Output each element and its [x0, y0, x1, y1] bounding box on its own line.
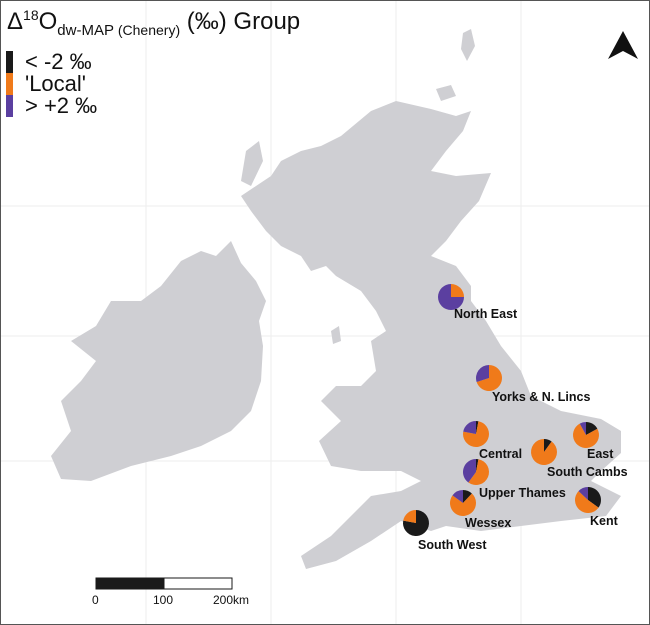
pie-central — [462, 421, 489, 448]
pie-slice-high — [463, 459, 476, 483]
pie-east — [573, 422, 599, 448]
legend-swatch — [6, 73, 13, 95]
shetland — [461, 29, 475, 61]
pie-slice-low — [476, 459, 479, 472]
region-label: Wessex — [465, 516, 512, 530]
pie-slice-local — [450, 493, 476, 517]
pie-slice-low — [544, 439, 552, 452]
pie-slice-local — [468, 459, 490, 485]
pie-slice-local — [531, 439, 558, 466]
pie-slice-high — [476, 365, 489, 383]
pie-slice-high — [452, 490, 463, 503]
pie-slice-local — [574, 491, 599, 514]
pie-slice-local — [403, 510, 416, 523]
legend-label: 'Local' — [25, 71, 86, 96]
region-label: Yorks & N. Lincs — [492, 390, 591, 404]
pie-slice-low — [476, 421, 479, 434]
legend-item-low: < -2 ‰ — [6, 49, 97, 74]
legend-label: > +2 ‰ — [25, 93, 98, 118]
great-britain — [241, 101, 621, 569]
region-label: South West — [418, 538, 487, 552]
pie-slice-high — [463, 421, 476, 434]
pie-slice-low — [588, 487, 601, 508]
landmass — [51, 29, 621, 569]
pie-slice-local — [451, 284, 464, 297]
region-label: North East — [454, 307, 518, 321]
scale-label: 100 — [153, 593, 174, 607]
north-arrow-icon — [608, 31, 638, 59]
legend-label: < -2 ‰ — [25, 49, 92, 74]
pie-upper-thames — [463, 459, 490, 485]
pie-south-west — [402, 510, 430, 536]
region-label: Upper Thames — [479, 486, 566, 500]
legend-swatch — [6, 51, 13, 73]
legend-title: Δ18Odw-MAP (Chenery) (‰) Group — [7, 7, 301, 39]
scale-label: 0 — [92, 593, 99, 607]
pie-slice-local — [476, 365, 502, 392]
scale-bar — [95, 577, 233, 590]
pie-kent — [574, 487, 601, 514]
pie-slice-high — [579, 422, 586, 435]
legend: < -2 ‰ 'Local' > +2 ‰ — [6, 49, 98, 118]
isle-of-man — [331, 326, 341, 344]
pie-north-east — [438, 284, 464, 310]
pie-slice-low — [586, 422, 598, 435]
pie-slice-high — [578, 487, 588, 500]
orkney — [436, 85, 456, 101]
region-label: South Cambs — [547, 465, 628, 479]
scale-label: 200km — [213, 593, 250, 607]
pie-slice-local — [573, 423, 599, 448]
ireland — [51, 241, 266, 481]
pie-slice-local — [462, 421, 489, 448]
pie-slice-high — [438, 284, 464, 310]
legend-item-high: > +2 ‰ — [6, 93, 98, 118]
region-label: Central — [479, 447, 523, 461]
pie-south-cambs — [531, 439, 558, 466]
pie-slice-low — [463, 490, 472, 503]
legend-swatch — [6, 95, 13, 117]
region-label: Kent — [590, 514, 618, 528]
legend-item-local: 'Local' — [6, 71, 97, 96]
pie-wessex — [450, 490, 476, 517]
region-label: East — [587, 447, 614, 461]
hebrides — [241, 141, 263, 186]
pie-yorks-n-lincs — [476, 365, 502, 392]
